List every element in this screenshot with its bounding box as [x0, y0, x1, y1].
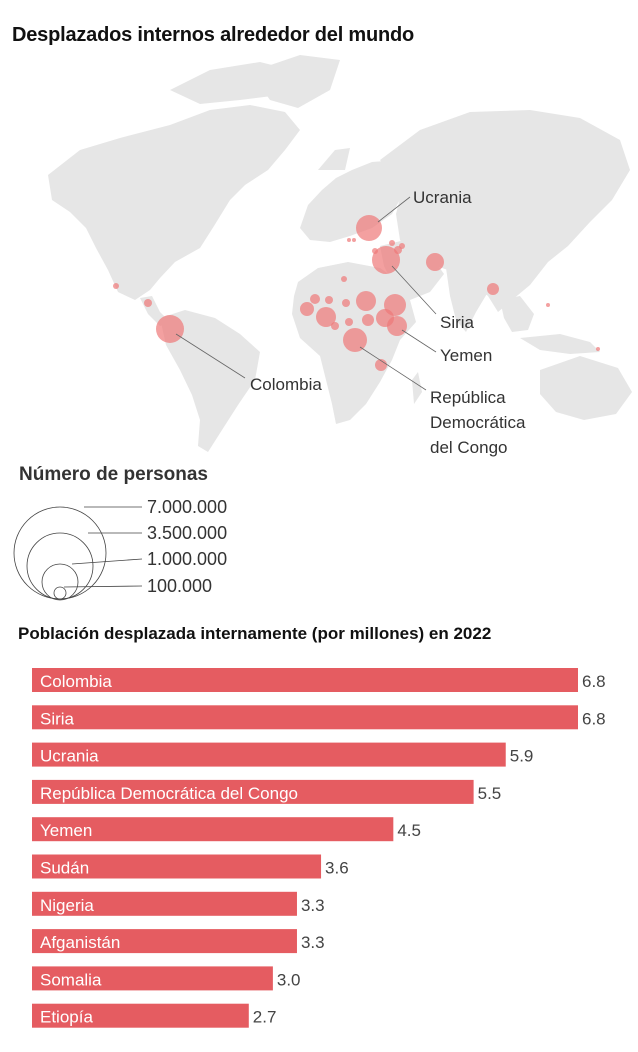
bar-republica-democratica-del-congo	[32, 779, 474, 804]
bar-value-republica-democratica-del-congo: 5.5	[478, 784, 502, 803]
legend-label-100k: 100.000	[147, 576, 212, 596]
bar-value-siria: 6.8	[582, 709, 606, 728]
bubble-philippines	[546, 303, 550, 307]
legend-label-1m: 1.000.000	[147, 549, 227, 569]
bubble-png	[596, 347, 600, 351]
bar-label-republica-democratica-del-congo: República Democrática del Congo	[40, 784, 298, 803]
bubble-azerbaijan	[399, 243, 405, 249]
bar-siria	[32, 705, 578, 730]
bar-ucrania	[32, 742, 506, 767]
bar-colombia	[32, 668, 578, 692]
bar-yemen	[32, 817, 394, 842]
label-yemen: Yemen	[440, 346, 492, 365]
bubble-cameroon	[331, 322, 339, 330]
bar-somalia	[32, 966, 273, 991]
bubble-size-legend: 7.000.000 3.500.000 1.000.000 100.000	[13, 497, 227, 601]
bubble-chad	[342, 299, 350, 307]
bar-label-sudan: Sudán	[40, 859, 89, 878]
bubble-cyprus	[372, 248, 378, 254]
leader-lines	[175, 196, 437, 391]
label-drc-line1: República	[430, 388, 506, 407]
bubble-niger	[325, 296, 333, 304]
label-drc-line2: Democrática	[430, 413, 526, 432]
bubble-mali	[300, 302, 314, 316]
label-colombia: Colombia	[250, 375, 322, 394]
bubble-georgia	[389, 240, 395, 246]
bar-label-nigeria: Nigeria	[40, 896, 94, 915]
legend-label-7m: 7.000.000	[147, 497, 227, 517]
bubble-serbia	[352, 238, 356, 242]
bar-label-etiopia: Etiopía	[40, 1008, 93, 1027]
bar-nigeria	[32, 891, 297, 916]
bubble-mexico	[113, 283, 119, 289]
label-syria: Siria	[440, 313, 475, 332]
bubble-libya	[341, 276, 347, 282]
bar-value-colombia: 6.8	[582, 672, 606, 691]
bubble-drc	[343, 328, 367, 352]
bar-label-afganistan: Afganistán	[40, 933, 120, 952]
bar-label-ucrania: Ucrania	[40, 747, 99, 766]
bar-label-colombia: Colombia	[40, 672, 112, 691]
bubble-colombia	[156, 315, 184, 343]
bubble-sudan	[356, 291, 376, 311]
world-map: Ucrania Siria Yemen Colombia República D…	[48, 55, 632, 457]
bar-label-somalia: Somalia	[40, 970, 102, 989]
bubble-car	[345, 318, 353, 326]
bar-value-somalia: 3.0	[277, 970, 301, 989]
map-title: Desplazados internos alrededor del mundo	[12, 24, 415, 46]
bubble-myanmar	[487, 283, 499, 295]
bar-value-etiopia: 2.7	[253, 1008, 277, 1027]
bubble-somalia	[376, 309, 394, 327]
bar-value-yemen: 4.5	[397, 821, 421, 840]
legend-circle-100k	[53, 586, 67, 600]
bubble-honduras	[144, 299, 152, 307]
bar-label-yemen: Yemen	[40, 821, 92, 840]
label-ukraine: Ucrania	[413, 188, 472, 207]
label-drc-line3: del Congo	[430, 438, 508, 457]
legend-title: Número de personas	[19, 464, 208, 485]
bubble-southsudan	[362, 314, 374, 326]
bubble-bosnia	[347, 238, 351, 242]
bar-value-afganistan: 3.3	[301, 933, 325, 952]
bar-chart-title: Población desplazada internamente (por m…	[18, 624, 492, 643]
legend-circle-1m	[41, 563, 79, 601]
bubble-ukraine	[356, 215, 382, 241]
bar-afganistan	[32, 929, 297, 954]
bubble-nigeria	[316, 307, 336, 327]
bar-etiopia	[32, 1003, 249, 1028]
bar-sudan	[32, 854, 322, 879]
bubble-mozambique	[375, 359, 387, 371]
bar-value-ucrania: 5.9	[510, 747, 534, 766]
bar-label-siria: Siria	[40, 709, 75, 728]
legend-label-3-5m: 3.500.000	[147, 523, 227, 543]
bubble-burkina	[310, 294, 320, 304]
bubble-afghanistan	[426, 253, 444, 271]
bar-value-nigeria: 3.3	[301, 896, 325, 915]
bar-value-sudan: 3.6	[325, 859, 349, 878]
